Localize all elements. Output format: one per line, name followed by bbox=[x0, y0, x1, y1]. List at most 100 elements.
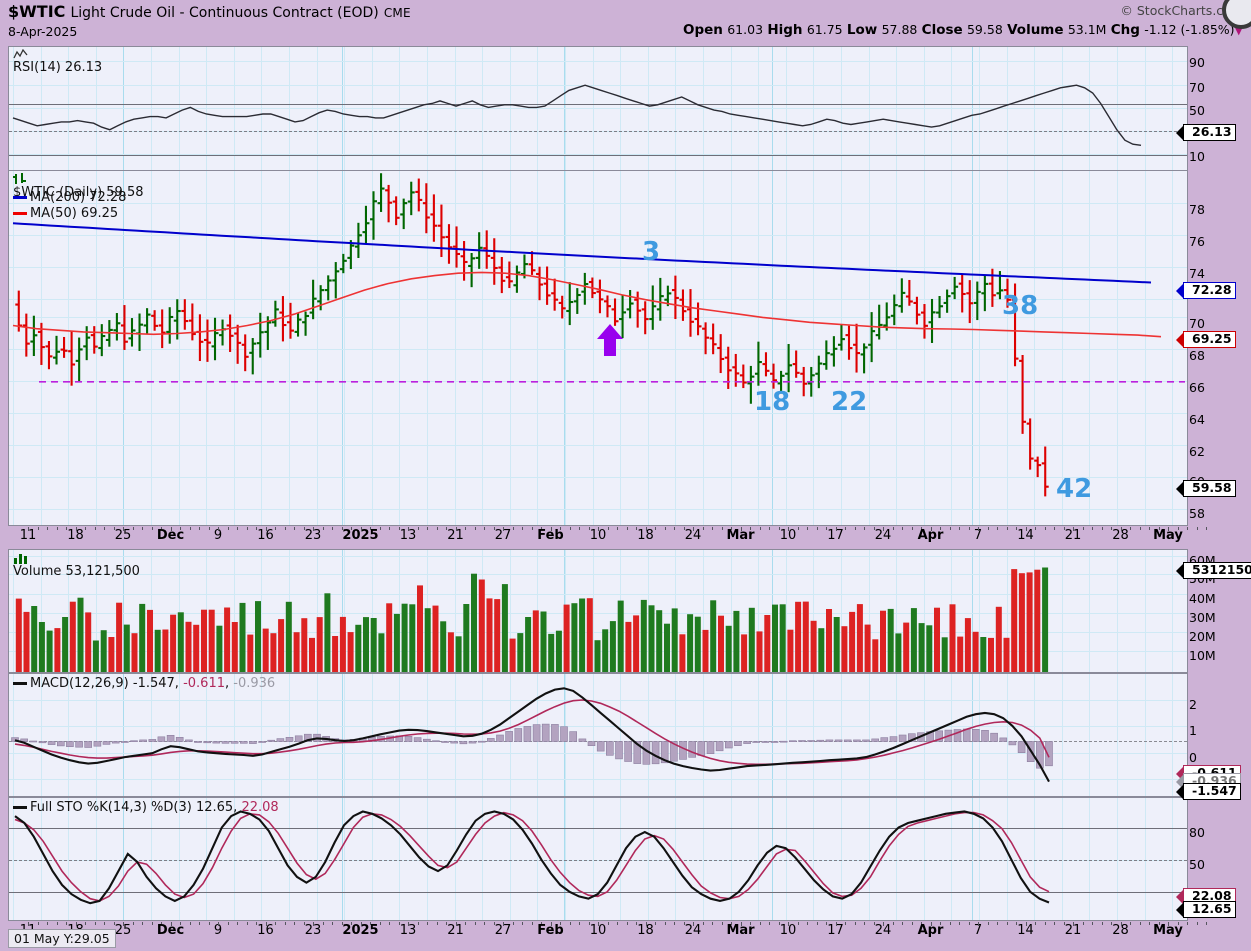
date-axis-tick bbox=[598, 922, 599, 926]
date-axis-tick bbox=[930, 527, 932, 531]
sto-legend: Full STO %K(14,3) %D(3) 12.65, 22.08 bbox=[13, 800, 279, 815]
date-axis-minor-tick bbox=[531, 922, 533, 925]
date-axis-minor-tick bbox=[902, 922, 903, 925]
date-axis-label: 23 bbox=[304, 528, 322, 543]
date-axis-label: 10 bbox=[779, 923, 797, 938]
date-axis-minor-tick bbox=[427, 922, 428, 925]
ticker-description: Light Crude Oil - Continuous Contract (E… bbox=[70, 5, 379, 21]
date-axis-tick bbox=[170, 922, 172, 926]
date-axis-minor-tick bbox=[854, 527, 856, 530]
date-axis-minor-tick bbox=[332, 527, 333, 530]
date-axis-minor-tick bbox=[47, 922, 48, 925]
date-axis-minor-tick bbox=[816, 527, 818, 530]
macd-signal-value: -0.611 bbox=[183, 676, 225, 691]
date-axis-minor-tick bbox=[1044, 527, 1046, 530]
price-tick: 58 bbox=[1189, 506, 1205, 521]
sto-tick: 50 bbox=[1189, 857, 1205, 872]
volume-tick: 20M bbox=[1189, 629, 1216, 644]
date-axis-minor-tick bbox=[921, 527, 922, 530]
date-axis-minor-tick bbox=[759, 922, 761, 925]
date-axis-minor-tick bbox=[1006, 922, 1008, 925]
date-axis-tick bbox=[455, 922, 457, 926]
date-axis-label: 27 bbox=[494, 923, 512, 938]
date-axis-minor-tick bbox=[189, 922, 191, 925]
date-axis-minor-tick bbox=[427, 527, 428, 530]
date-axis-minor-tick bbox=[959, 922, 960, 925]
date-axis-minor-tick bbox=[303, 922, 305, 925]
date-axis-minor-tick bbox=[512, 922, 514, 925]
macd-swatch-icon bbox=[13, 682, 27, 685]
date-axis-tick bbox=[313, 527, 314, 531]
date-axis-tick bbox=[455, 527, 457, 531]
sto-d-value: 22.08 bbox=[241, 800, 279, 815]
date-axis-minor-tick bbox=[664, 527, 666, 530]
date-axis-minor-tick bbox=[854, 922, 856, 925]
date-axis-minor-tick bbox=[474, 922, 476, 925]
rsi-tick: 70 bbox=[1189, 80, 1205, 95]
volume-legend-text: Volume 53,121,500 bbox=[13, 564, 140, 579]
price-plot-area bbox=[9, 171, 1187, 525]
date-axis-tick bbox=[883, 527, 884, 531]
volume-value: 53.1M bbox=[1067, 22, 1107, 37]
sto-k-flag: 12.65 bbox=[1183, 901, 1236, 918]
corner-decoration-icon bbox=[1222, 0, 1251, 29]
date-axis-minor-tick bbox=[1101, 922, 1103, 925]
date-axis-label: 24 bbox=[874, 923, 892, 938]
date-axis-label: 10 bbox=[589, 923, 607, 938]
date-axis-tick bbox=[265, 922, 267, 926]
macd-series bbox=[11, 687, 1053, 783]
date-axis-minor-tick bbox=[85, 922, 86, 925]
annotation-38: 38 bbox=[1002, 291, 1039, 321]
date-axis-tick bbox=[170, 527, 172, 531]
rsi-axis: 90 70 50 30 10 26.13 bbox=[1183, 46, 1251, 174]
volume-legend: Volume 53,121,500 bbox=[13, 552, 140, 579]
date-axis-minor-tick bbox=[398, 527, 400, 530]
date-axis-minor-tick bbox=[1177, 527, 1179, 530]
date-axis-minor-tick bbox=[1035, 922, 1036, 925]
date-axis-tick bbox=[218, 527, 219, 531]
annotation-up-arrow-icon bbox=[597, 324, 623, 356]
date-axis-minor-tick bbox=[826, 527, 827, 530]
date-axis-minor-tick bbox=[1130, 922, 1131, 925]
date-axis-tick bbox=[218, 922, 219, 926]
date-axis-minor-tick bbox=[351, 527, 352, 530]
date-axis-minor-tick bbox=[987, 527, 989, 530]
open-value: 61.03 bbox=[727, 22, 764, 37]
date-axis-minor-tick bbox=[807, 527, 808, 530]
date-axis-minor-tick bbox=[1054, 922, 1055, 925]
date-axis-minor-tick bbox=[541, 527, 542, 530]
date-axis-tick bbox=[978, 527, 979, 531]
date-axis-label: 24 bbox=[684, 923, 702, 938]
annotation-42: 42 bbox=[1056, 474, 1093, 504]
date-axis-minor-tick bbox=[1054, 527, 1055, 530]
date-axis-minor-tick bbox=[104, 922, 105, 925]
date-axis-minor-tick bbox=[892, 527, 894, 530]
date-axis-minor-tick bbox=[417, 922, 419, 925]
price-tick: 74 bbox=[1189, 266, 1205, 281]
date-axis-minor-tick bbox=[674, 922, 675, 925]
price-panel: $WTIC (Daily) 59.58 MA(200) 72.28 MA(50)… bbox=[8, 170, 1188, 526]
quote-date: 8-Apr-2025 bbox=[8, 24, 78, 39]
rsi-line bbox=[12, 84, 1142, 146]
date-axis-minor-tick bbox=[1063, 922, 1065, 925]
date-axis-top: 11 18 25 Dec 9 16 23 2025 13 21 27 Feb 10 18 24 Mar 10 17… bbox=[8, 527, 1207, 549]
low-value: 57.88 bbox=[881, 22, 918, 37]
volume-tick: 30M bbox=[1189, 610, 1216, 625]
date-axis-label: 10 bbox=[589, 528, 607, 543]
rsi-legend-text: RSI(14) 26.13 bbox=[13, 60, 103, 75]
date-axis-minor-tick bbox=[370, 527, 371, 530]
date-axis-label: 13 bbox=[399, 923, 417, 938]
date-axis-minor-tick bbox=[37, 922, 39, 925]
date-axis-minor-tick bbox=[1149, 922, 1150, 925]
date-axis-minor-tick bbox=[208, 922, 210, 925]
ma50-swatch-icon bbox=[13, 212, 27, 215]
date-axis-label: 18 bbox=[637, 923, 654, 938]
date-axis-minor-tick bbox=[968, 922, 970, 925]
date-axis-minor-tick bbox=[56, 527, 58, 530]
date-axis-minor-tick bbox=[94, 527, 96, 530]
date-axis-label: 2025 bbox=[342, 528, 379, 543]
date-axis-minor-tick bbox=[113, 922, 115, 925]
price-legend-text: $WTIC (Daily) 59.58 bbox=[13, 185, 144, 200]
ma50-legend-text: MA(50) 69.25 bbox=[30, 206, 119, 221]
date-axis-minor-tick bbox=[436, 527, 438, 530]
